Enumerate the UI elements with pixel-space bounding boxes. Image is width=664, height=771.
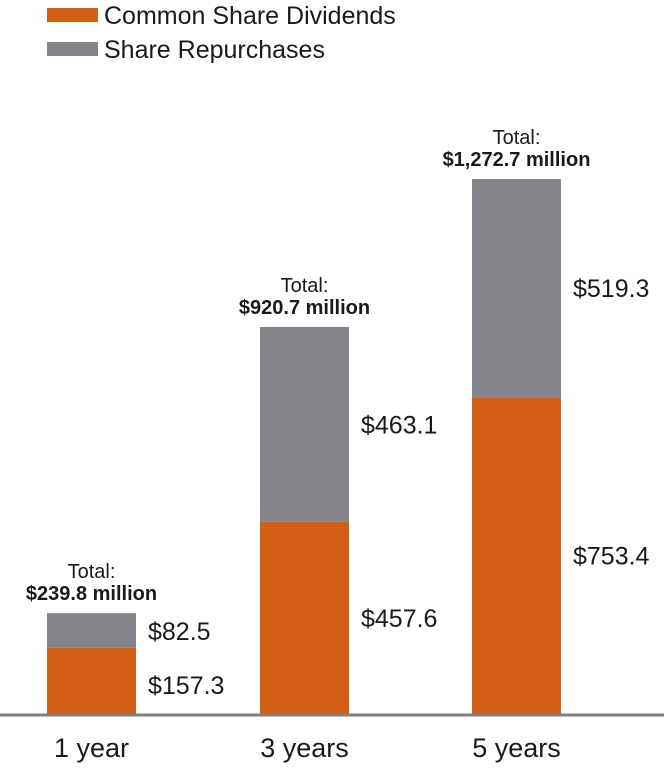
value-label-0-1: $82.5: [148, 618, 211, 646]
value-label-1-1: $463.1: [361, 411, 437, 439]
bars: [47, 179, 561, 714]
bar-1-segment-0: [260, 521, 349, 714]
legend-swatch-0: [47, 8, 98, 22]
x-tick-label-1: 3 years: [260, 733, 349, 763]
bar-0-segment-1: [47, 613, 136, 648]
total-caption-2: Total:: [493, 127, 541, 149]
x-tick-label-0: 1 year: [54, 733, 129, 763]
bar-1-segment-1: [260, 326, 349, 522]
bar-2-segment-0: [472, 397, 561, 714]
x-tick-label-2: 5 years: [472, 733, 561, 763]
value-label-1-0: $457.6: [361, 605, 437, 633]
legend-label-1: Share Repurchases: [104, 36, 325, 64]
legend-swatch-1: [47, 42, 98, 56]
bar-0-segment-0: [47, 647, 136, 714]
total-caption-0: Total:: [68, 561, 116, 583]
legend: Common Share Dividends Share Repurchases: [47, 2, 396, 64]
value-label-2-1: $519.3: [573, 275, 649, 303]
legend-label-0: Common Share Dividends: [104, 2, 396, 30]
x-axis-tick-labels: 1 year 3 years 5 years: [54, 733, 561, 763]
value-label-2-0: $753.4: [573, 543, 650, 571]
bar-2-segment-1: [472, 179, 561, 398]
total-value-0: $239.8 million: [26, 583, 157, 605]
total-caption-1: Total:: [281, 275, 329, 297]
total-value-2: $1,272.7 million: [443, 149, 591, 171]
total-value-1: $920.7 million: [239, 297, 370, 319]
value-label-0-0: $157.3: [148, 672, 224, 700]
